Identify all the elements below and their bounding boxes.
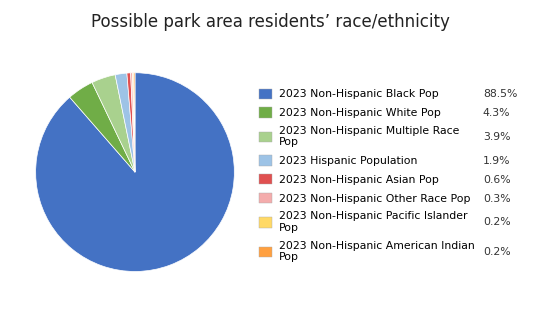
Text: Possible park area residents’ race/ethnicity: Possible park area residents’ race/ethni… — [91, 13, 449, 31]
Wedge shape — [134, 73, 135, 172]
Text: 4.3%: 4.3% — [483, 108, 510, 118]
Legend: 2023 Non-Hispanic Black Pop, 2023 Non-Hispanic White Pop, 2023 Non-Hispanic Mult: 2023 Non-Hispanic Black Pop, 2023 Non-Hi… — [254, 83, 480, 268]
Wedge shape — [70, 82, 135, 172]
Text: 0.2%: 0.2% — [483, 217, 510, 227]
Wedge shape — [36, 73, 234, 271]
Wedge shape — [92, 75, 135, 172]
Wedge shape — [131, 73, 135, 172]
Text: 0.2%: 0.2% — [483, 247, 510, 257]
Text: 0.6%: 0.6% — [483, 175, 510, 185]
Text: 3.9%: 3.9% — [483, 132, 510, 142]
Text: 0.3%: 0.3% — [483, 194, 510, 204]
Text: 1.9%: 1.9% — [483, 156, 510, 166]
Wedge shape — [115, 73, 135, 172]
Wedge shape — [127, 73, 135, 172]
Text: 88.5%: 88.5% — [483, 89, 517, 99]
Wedge shape — [132, 73, 135, 172]
